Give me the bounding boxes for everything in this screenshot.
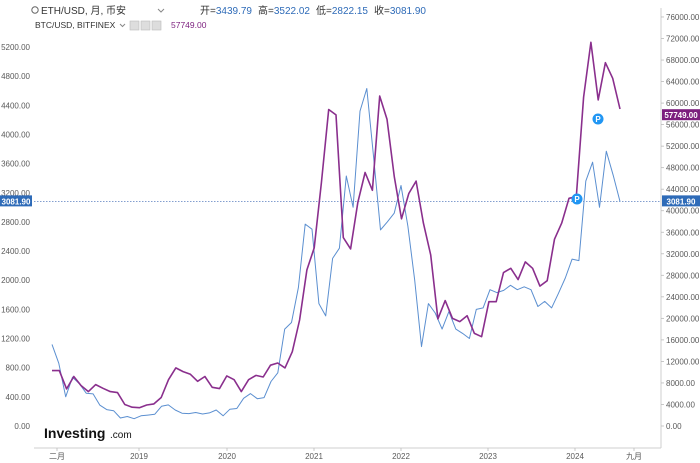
right-btc-price-tag-bg <box>662 109 700 121</box>
right-tick-label: 36000.00 <box>666 228 700 237</box>
right-btc-price-tag: 57749.00 <box>664 111 698 120</box>
x-tick-label: 2023 <box>479 452 497 461</box>
left-tick-label: 400.00 <box>6 393 31 402</box>
left-tick-label: 2400.00 <box>1 247 30 256</box>
x-tick-label: 2022 <box>392 452 410 461</box>
event-marker-label: P <box>574 195 580 204</box>
legend-second-symbol: BTC/USD, BITFINEX <box>35 20 116 30</box>
left-tick-label: 5200.00 <box>1 43 30 52</box>
right-tick-label: 4000.00 <box>666 400 695 409</box>
right-tick-label: 52000.00 <box>666 142 700 151</box>
left-tick-label: 3600.00 <box>1 160 30 169</box>
left-tick-label: 1600.00 <box>1 305 30 314</box>
left-tick-label: 2000.00 <box>1 276 30 285</box>
left-tick-label: 3200.00 <box>1 189 30 198</box>
visibility-icon[interactable] <box>129 20 140 31</box>
left-tick-label: 4000.00 <box>1 130 30 139</box>
right-tick-label: 60000.00 <box>666 99 700 108</box>
x-tick-label: 九月 <box>626 452 642 461</box>
right-tick-label: 72000.00 <box>666 35 700 44</box>
investing-logo: Investing <box>44 425 105 441</box>
right-tick-label: 28000.00 <box>666 271 700 280</box>
right-tick-label: 32000.00 <box>666 250 700 259</box>
event-marker-icon[interactable] <box>592 113 604 125</box>
investing-logo-suffix: .com <box>110 430 132 441</box>
settings-icon[interactable] <box>140 20 151 31</box>
event-marker-label: P <box>595 115 601 124</box>
left-tick-label: 4400.00 <box>1 101 30 110</box>
left-tick-label: 4800.00 <box>1 72 30 81</box>
chevron-down-icon[interactable] <box>119 23 126 28</box>
x-tick-label: 二月 <box>49 452 65 461</box>
right-eth-price-tag-bg <box>662 195 700 207</box>
left-tick-label: 2800.00 <box>1 218 30 227</box>
right-tick-label: 56000.00 <box>666 121 700 130</box>
right-tick-label: 40000.00 <box>666 207 700 216</box>
legend-main-symbol: ETH/USD, 月, 币安 <box>41 4 126 17</box>
x-tick-label: 2024 <box>566 452 584 461</box>
legend-dot-icon <box>31 6 39 14</box>
x-tick-label: 2020 <box>218 452 236 461</box>
chevron-down-icon[interactable] <box>157 8 165 13</box>
eth-usd-line <box>51 88 621 420</box>
left-tick-label: 1200.00 <box>1 335 30 344</box>
right-tick-label: 76000.00 <box>666 13 700 22</box>
right-tick-label: 68000.00 <box>666 56 700 65</box>
right-eth-price-tag: 3081.90 <box>667 197 696 206</box>
right-tick-label: 24000.00 <box>666 293 700 302</box>
legend-ohlc: 开=3439.79 高=3522.02 低=2822.15 收=3081.90 <box>200 4 426 17</box>
left-tick-label: 0.00 <box>14 422 30 431</box>
left-current-price-tag-bg <box>0 195 32 207</box>
event-marker-icon[interactable] <box>571 193 583 205</box>
right-tick-label: 44000.00 <box>666 185 700 194</box>
x-tick-label: 2019 <box>130 452 148 461</box>
left-tick-label: 800.00 <box>6 364 31 373</box>
right-tick-label: 12000.00 <box>666 357 700 366</box>
btc-usd-line <box>52 41 621 409</box>
right-tick-label: 20000.00 <box>666 314 700 323</box>
right-tick-label: 16000.00 <box>666 336 700 345</box>
legend-second-value: 57749.00 <box>171 20 207 30</box>
x-tick-label: 2021 <box>305 452 323 461</box>
right-tick-label: 0.00 <box>666 422 682 431</box>
close-icon[interactable] <box>151 20 162 31</box>
left-current-price-tag: 3081.90 <box>2 197 31 206</box>
right-tick-label: 64000.00 <box>666 78 700 87</box>
right-tick-label: 8000.00 <box>666 379 695 388</box>
right-tick-label: 48000.00 <box>666 164 700 173</box>
